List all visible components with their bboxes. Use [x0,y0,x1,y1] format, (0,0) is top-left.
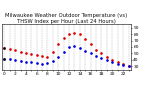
Title: Milwaukee Weather Outdoor Temperature (vs) THSW Index per Hour (Last 24 Hours): Milwaukee Weather Outdoor Temperature (v… [5,13,128,24]
